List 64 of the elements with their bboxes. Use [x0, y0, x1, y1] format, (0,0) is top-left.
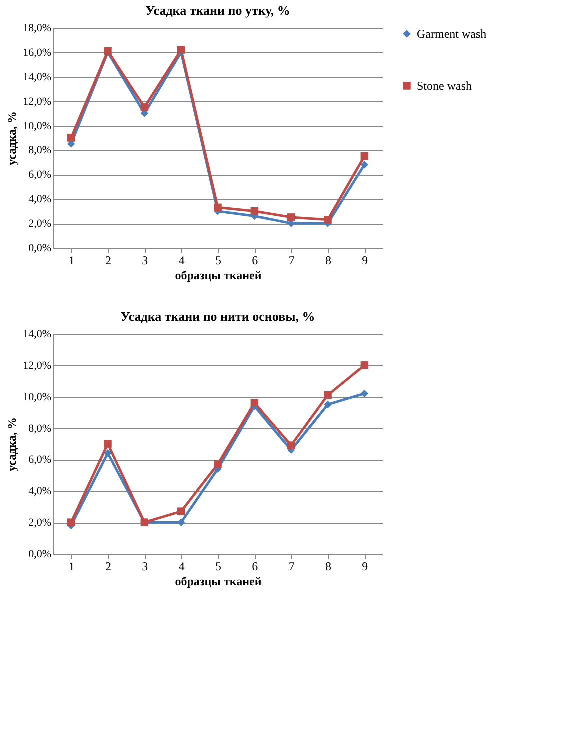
x-tick-label: 7	[288, 254, 295, 268]
y-tick-label: 16,0%	[23, 46, 52, 59]
point	[214, 204, 222, 212]
point	[67, 518, 76, 526]
y-tick-label: 4,0%	[28, 194, 52, 206]
y-tick-label: 0,0%	[28, 548, 52, 560]
y-tick-label: 4,0%	[28, 486, 52, 498]
x-tick-label: 5	[216, 254, 222, 268]
x-tick-label: 6	[252, 560, 258, 574]
y-tick-label: 8,0%	[28, 144, 52, 157]
x-tick-label: 9	[362, 254, 368, 268]
point	[360, 390, 369, 398]
x-tick-label: 7	[288, 560, 295, 574]
x-tick-label: 4	[178, 560, 185, 574]
point	[104, 440, 112, 448]
point	[140, 104, 149, 112]
point	[324, 216, 332, 224]
y-tick-label: 14,0%	[23, 71, 52, 84]
y-tick-label: 12,0%	[23, 96, 52, 108]
legend-label: Garment wash	[417, 27, 487, 41]
chart-title: Усадка ткани по утку, %	[146, 3, 290, 18]
point	[250, 399, 259, 408]
y-tick-label: 6,0%	[28, 169, 52, 182]
x-tick-label: 8	[326, 254, 332, 268]
y-tick-label: 14,0%	[23, 328, 52, 340]
y-tick-label: 2,0%	[28, 517, 52, 530]
point	[67, 134, 76, 142]
point	[177, 46, 186, 54]
x-tick-label: 2	[106, 560, 112, 574]
y-tick-label: 12,0%	[23, 360, 52, 372]
legend-label: Stone wash	[417, 79, 472, 93]
x-tick-label: 4	[178, 254, 185, 268]
x-tick-label: 2	[106, 254, 112, 268]
point	[360, 362, 369, 370]
y-tick-label: 2,0%	[28, 218, 52, 230]
point	[287, 442, 296, 450]
x-tick-label: 3	[142, 560, 148, 574]
y-tick-label: 18,0%	[23, 22, 52, 34]
point	[177, 508, 186, 516]
point	[360, 152, 369, 160]
x-axis-title: образцы тканей	[175, 574, 262, 588]
x-tick-label: 9	[362, 560, 368, 574]
y-tick-label: 0,0%	[28, 242, 52, 254]
point	[360, 161, 369, 169]
x-tick-label: 8	[326, 560, 332, 574]
chart-title: Усадка ткани по нити основы, %	[120, 309, 316, 324]
y-axis-title: усадка, %	[5, 112, 20, 166]
x-tick-label: 1	[68, 254, 75, 268]
point	[324, 391, 332, 400]
x-tick-label: 6	[252, 254, 258, 268]
y-tick-label: 8,0%	[28, 422, 52, 435]
x-axis-title: образцы тканей	[175, 268, 262, 282]
x-tick-label: 1	[68, 560, 75, 574]
point	[214, 460, 222, 468]
y-tick-label: 10,0%	[23, 391, 52, 404]
y-tick-label: 6,0%	[28, 454, 52, 466]
x-tick-label: 3	[142, 254, 148, 268]
point	[324, 400, 332, 409]
point	[250, 207, 259, 216]
x-tick-label: 5	[216, 560, 222, 574]
point	[104, 450, 112, 458]
point	[287, 214, 296, 222]
y-axis-title: усадка, %	[5, 418, 20, 472]
y-tick-label: 10,0%	[23, 120, 52, 132]
